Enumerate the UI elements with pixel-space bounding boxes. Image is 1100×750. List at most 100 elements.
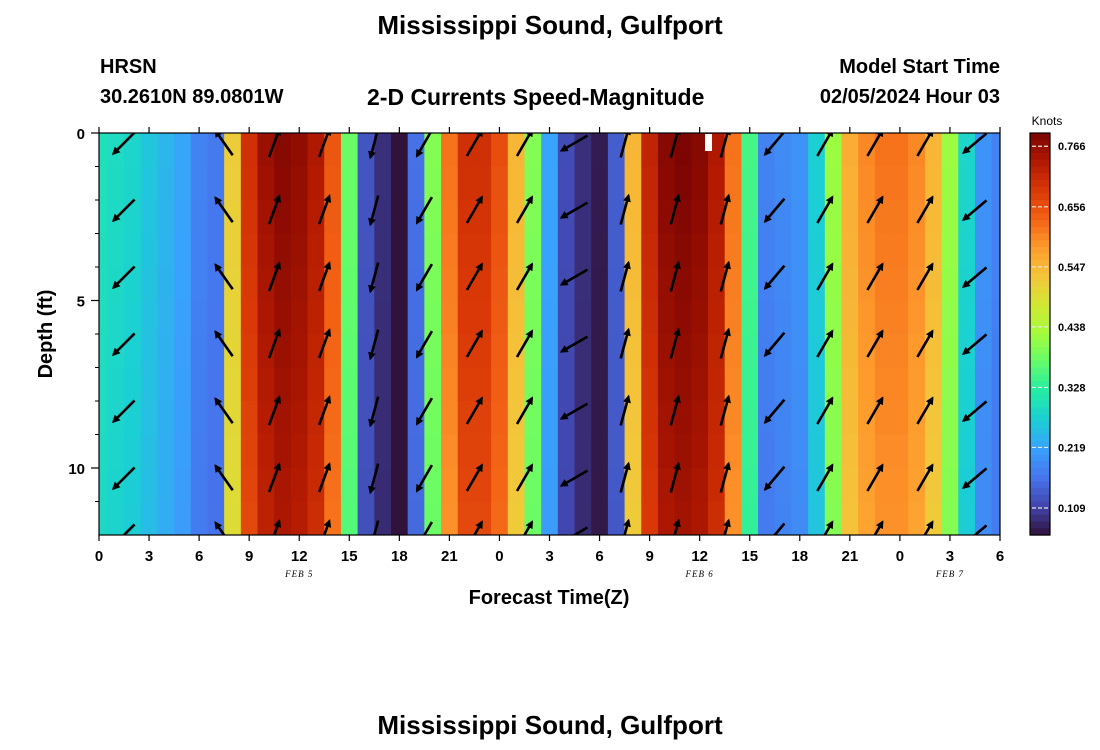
heatmap-cell <box>474 200 492 235</box>
heatmap-cell <box>441 200 459 235</box>
heatmap-cell <box>99 233 108 268</box>
heatmap-cell <box>941 200 959 235</box>
heatmap-cell <box>674 501 692 535</box>
heatmap-cell <box>524 367 542 402</box>
current-arrow <box>873 520 884 535</box>
current-arrow <box>916 133 934 157</box>
heatmap-cell <box>824 200 843 235</box>
heatmap-cell <box>741 501 759 535</box>
heatmap-cell <box>174 267 192 302</box>
heatmap-cell <box>541 200 559 235</box>
heatmap-cell <box>407 501 425 535</box>
heatmap-cell <box>407 401 425 436</box>
heatmap-cell <box>708 468 726 503</box>
heatmap-cell <box>290 267 309 302</box>
heatmap-cell <box>107 166 125 201</box>
heatmap-cell <box>99 334 108 369</box>
heatmap-cell <box>407 166 425 201</box>
heatmap-cell <box>624 133 642 168</box>
heatmap-cell <box>724 501 742 535</box>
heatmap-cell <box>424 300 442 335</box>
heatmap-cell <box>257 166 275 201</box>
heatmap-cell <box>340 334 359 369</box>
current-arrow <box>961 199 988 221</box>
heatmap-cell <box>474 166 492 201</box>
heatmap-cell <box>924 401 943 436</box>
heatmap-cell <box>474 267 492 302</box>
heatmap-cell <box>657 267 676 302</box>
current-arrow <box>763 331 786 358</box>
heatmap-cell <box>240 501 259 535</box>
heatmap-cell <box>441 501 459 535</box>
heatmap-cell <box>324 133 342 168</box>
heatmap-cell <box>190 267 209 302</box>
heatmap-cell <box>941 501 959 535</box>
heatmap-cell <box>124 501 142 535</box>
heatmap-cell <box>974 367 993 402</box>
heatmap-cell <box>591 166 609 201</box>
x-tick-label: 15 <box>341 548 358 565</box>
heatmap-cell <box>858 233 876 268</box>
heatmap-cell <box>107 501 125 535</box>
heatmap-cell <box>207 200 225 235</box>
heatmap-cell <box>674 233 692 268</box>
colorbar-swatch <box>1030 280 1050 288</box>
current-arrow <box>465 463 484 492</box>
heatmap-cell <box>774 166 793 201</box>
heatmap-cell <box>891 233 909 268</box>
current-arrow <box>719 461 731 493</box>
heatmap-cell <box>841 334 859 369</box>
heatmap-cell <box>991 300 1000 335</box>
current-arrow <box>559 402 589 420</box>
colorbar-swatch <box>1030 240 1050 248</box>
heatmap-cell <box>524 334 542 369</box>
heatmap-cell <box>691 334 709 369</box>
colorbar-swatch <box>1030 528 1050 536</box>
heatmap-cell <box>324 468 342 503</box>
heatmap-cell <box>858 133 876 168</box>
heatmap-cell <box>507 468 526 503</box>
current-arrow <box>619 461 631 493</box>
current-arrow <box>961 333 988 355</box>
heatmap-cell <box>991 267 1000 302</box>
heatmap-cell <box>824 233 843 268</box>
heatmap-cell <box>441 367 459 402</box>
heatmap-cell <box>808 334 826 369</box>
heatmap-cell <box>674 401 692 436</box>
heatmap-cell <box>390 233 409 268</box>
heatmap-cell <box>190 166 209 201</box>
heatmap-cell <box>491 401 509 436</box>
heatmap-cell <box>958 501 976 535</box>
heatmap-cell <box>874 267 893 302</box>
current-arrow <box>465 329 484 358</box>
heatmap-cell <box>824 166 843 201</box>
heatmap-cell <box>240 434 259 469</box>
heatmap-cell <box>524 133 542 168</box>
current-arrow <box>816 133 834 157</box>
heatmap-cell <box>891 166 909 201</box>
heatmap-cell <box>174 233 192 268</box>
heatmap-cell <box>958 166 976 201</box>
heatmap-cell <box>641 133 659 168</box>
heatmap-cell <box>774 133 793 168</box>
heatmap-cell <box>974 501 993 535</box>
current-arrow <box>111 133 136 156</box>
current-arrow <box>465 195 484 224</box>
current-arrow <box>111 399 136 424</box>
heatmap-cell <box>190 401 209 436</box>
heatmap-cell <box>324 434 342 469</box>
heatmap-cell <box>708 401 726 436</box>
heatmap-cell <box>758 267 776 302</box>
heatmap-cell <box>991 434 1000 469</box>
heatmap-cell <box>491 233 509 268</box>
colorbar-tick-label: 0.109 <box>1058 503 1086 515</box>
heatmap-cell <box>507 501 526 535</box>
heatmap-cell <box>941 233 959 268</box>
current-arrow <box>916 463 934 492</box>
heatmap-cell <box>257 401 275 436</box>
heatmap-cell <box>374 367 392 402</box>
x-tick-label: 18 <box>391 548 408 565</box>
heatmap-cell <box>507 166 526 201</box>
y-tick-label: 10 <box>68 461 85 478</box>
